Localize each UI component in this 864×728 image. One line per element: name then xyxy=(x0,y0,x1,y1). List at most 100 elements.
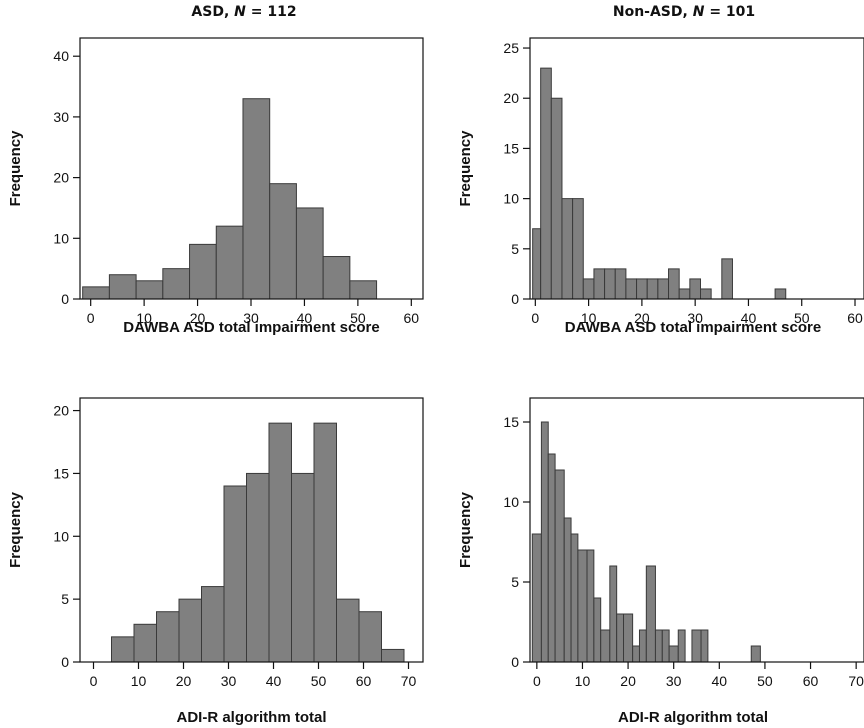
nonasd-dawba-plot-frame xyxy=(529,37,864,300)
asd-adir-x-axis-title: ADI-R algorithm total xyxy=(177,709,327,726)
asd-dawba-bar-9 xyxy=(322,256,351,300)
asd-dawba-bar-1 xyxy=(108,274,137,300)
nonasd-adir-bar-1 xyxy=(540,421,549,663)
asd-adir-x-tick-label-50: 50 xyxy=(311,673,327,689)
asd-dawba-bar-7 xyxy=(269,183,297,300)
asd-adir-bar-6 xyxy=(246,472,270,663)
nonasd-adir-bar-6 xyxy=(577,549,588,663)
nonasd-n-value: = 101 xyxy=(709,4,756,20)
nonasd-dawba-bar-14 xyxy=(678,288,691,300)
nonasd-dawba-y-axis-title: Frequency xyxy=(457,130,474,207)
asd-adir-x-tick-label-20: 20 xyxy=(176,673,192,689)
asd-adir-bar-7 xyxy=(268,422,292,663)
nonasd-dawba-bar-6 xyxy=(593,268,606,300)
nonasd-adir-plot-frame xyxy=(529,397,864,663)
asd-column-title: ASD, N = 112 xyxy=(191,4,297,20)
nonasd-dawba-bar-0 xyxy=(532,228,542,300)
nonasd-adir-bar-17 xyxy=(661,629,670,663)
asd-dawba-x-tick-label-20: 20 xyxy=(190,310,206,326)
asd-adir-x-tick-label-70: 70 xyxy=(401,673,417,689)
nonasd-adir-bar-7 xyxy=(586,549,595,663)
nonasd-dawba-bar-8 xyxy=(614,268,627,300)
asd-dawba-bar-5 xyxy=(215,225,244,300)
nonasd-dawba-bar-12 xyxy=(657,278,670,300)
nonasd-adir-bar-3 xyxy=(554,469,565,663)
asd-n-value: = 112 xyxy=(250,4,297,20)
nonasd-dawba-x-tick-label-60: 60 xyxy=(847,310,863,326)
asd-dawba-y-tick-label-0: 0 xyxy=(61,291,69,307)
asd-adir-y-tick-label-5: 5 xyxy=(61,591,69,607)
nonasd-adir-bar-14 xyxy=(638,629,647,663)
nonasd-dawba-bar-18 xyxy=(774,288,787,300)
asd-dawba-y-tick-label-40: 40 xyxy=(53,48,69,64)
nonasd-adir-bar-11 xyxy=(616,613,625,663)
nonasd-dawba-x-axis-title: DAWBA ASD total impairment score xyxy=(565,319,821,336)
asd-adir-bar-0 xyxy=(111,636,135,663)
nonasd-adir-x-tick-label-0: 0 xyxy=(533,673,541,689)
nonasd-dawba-bar-17 xyxy=(721,258,733,300)
nonasd-dawba-bar-10 xyxy=(636,278,648,300)
asd-adir-x-tick-label-10: 10 xyxy=(131,673,147,689)
nonasd-dawba-y-tick-label-5: 5 xyxy=(511,241,519,257)
asd-dawba-y-tick-label-30: 30 xyxy=(53,109,69,125)
nonasd-adir-y-tick-label-15: 15 xyxy=(503,414,519,430)
asd-dawba-x-axis-title: DAWBA ASD total impairment score xyxy=(123,319,379,336)
nonasd-adir-bar-4 xyxy=(563,517,572,663)
nonasd-adir-x-tick-label-20: 20 xyxy=(620,673,636,689)
asd-adir-x-tick-label-30: 30 xyxy=(221,673,237,689)
nonasd-adir-x-axis-title: ADI-R algorithm total xyxy=(618,709,768,726)
nonasd-dawba-x-tick-label-50: 50 xyxy=(794,310,810,326)
nonasd-adir-x-tick-label-40: 40 xyxy=(712,673,728,689)
asd-adir-y-tick-label-10: 10 xyxy=(53,528,69,544)
nonasd-dawba-bar-11 xyxy=(646,278,659,300)
asd-n-symbol: N xyxy=(234,4,246,20)
nonasd-adir-bar-9 xyxy=(600,629,611,663)
nonasd-n-symbol: N xyxy=(692,4,705,20)
asd-adir-x-tick-label-0: 0 xyxy=(90,673,98,689)
nonasd-dawba-bar-7 xyxy=(604,268,616,300)
asd-adir-bar-5 xyxy=(223,485,247,663)
nonasd-dawba-x-tick-label-40: 40 xyxy=(741,310,757,326)
nonasd-adir-x-tick-label-10: 10 xyxy=(575,673,591,689)
asd-dawba-x-tick-label-60: 60 xyxy=(404,310,420,326)
nonasd-dawba-x-tick-label-30: 30 xyxy=(687,310,703,326)
asd-adir-y-tick-label-0: 0 xyxy=(61,654,69,670)
asd-group-name: ASD xyxy=(191,4,224,20)
nonasd-dawba-y-tick-label-20: 20 xyxy=(503,90,519,106)
nonasd-adir-x-tick-label-70: 70 xyxy=(848,673,864,689)
asd-dawba-y-tick-label-20: 20 xyxy=(53,170,69,186)
nonasd-adir-bar-21 xyxy=(700,629,709,663)
asd-dawba-y-axis-title: Frequency xyxy=(7,130,24,207)
asd-adir-x-tick-label-40: 40 xyxy=(266,673,282,689)
asd-dawba-x-tick-label-40: 40 xyxy=(297,310,313,326)
nonasd-adir-bar-16 xyxy=(654,629,663,663)
nonasd-group-name: Non-ASD xyxy=(612,4,683,20)
nonasd-dawba-bar-2 xyxy=(550,97,563,300)
nonasd-adir-bar-2 xyxy=(547,453,556,663)
asd-dawba-bar-2 xyxy=(135,280,164,300)
nonasd-adir-bar-12 xyxy=(623,613,634,663)
asd-dawba-x-tick-label-10: 10 xyxy=(136,310,152,326)
nonasd-adir-bar-18 xyxy=(668,645,679,663)
asd-dawba-y-tick-label-10: 10 xyxy=(53,230,69,246)
nonasd-dawba-bar-15 xyxy=(689,278,702,300)
asd-dawba-bar-0 xyxy=(82,286,110,300)
nonasd-adir-x-tick-label-30: 30 xyxy=(666,673,682,689)
asd-adir-y-tick-label-20: 20 xyxy=(53,403,69,419)
asd-adir-bar-2 xyxy=(156,611,180,663)
asd-adir-bar-3 xyxy=(178,598,202,663)
nonasd-column-title: Non-ASD, N = 101 xyxy=(612,4,756,20)
asd-adir-bar-9 xyxy=(313,422,337,663)
nonasd-adir-bar-19 xyxy=(677,629,686,663)
nonasd-adir-bar-13 xyxy=(632,645,640,663)
nonasd-dawba-bar-16 xyxy=(700,288,712,300)
nonasd-adir-bar-20 xyxy=(691,629,702,663)
asd-dawba-bar-10 xyxy=(349,280,378,300)
asd-dawba-x-tick-label-50: 50 xyxy=(350,310,366,326)
nonasd-dawba-bar-4 xyxy=(572,198,584,300)
asd-adir-bar-10 xyxy=(336,598,360,663)
asd-adir-bar-4 xyxy=(201,586,225,663)
nonasd-adir-y-tick-label-10: 10 xyxy=(503,494,519,510)
asd-adir-y-axis-title: Frequency xyxy=(7,491,24,568)
asd-adir-bar-12 xyxy=(381,648,405,663)
